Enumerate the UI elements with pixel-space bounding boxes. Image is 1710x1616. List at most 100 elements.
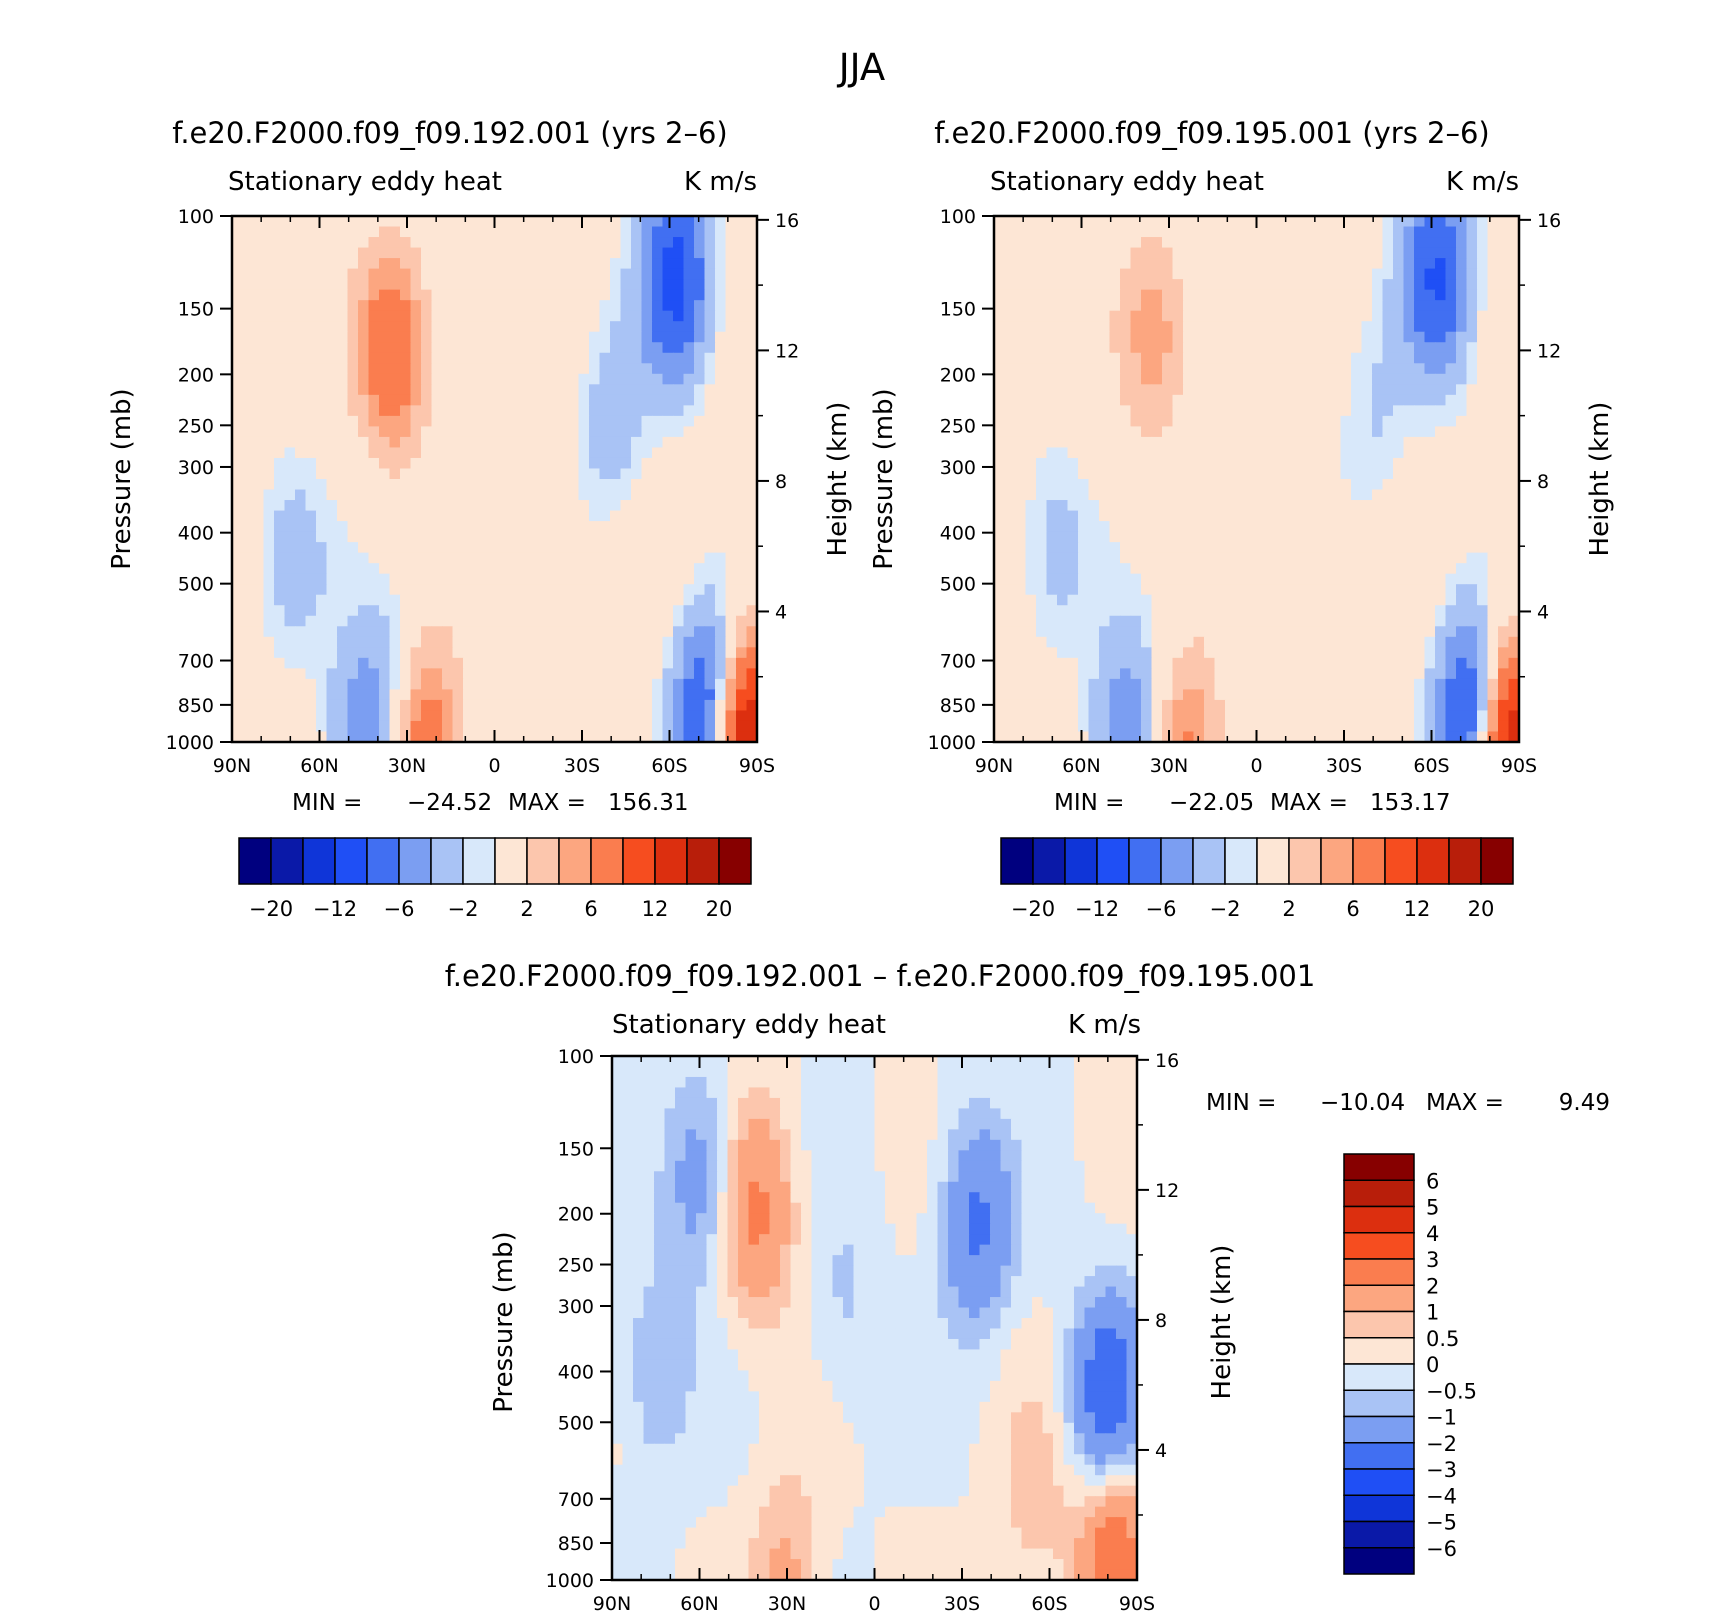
contour-cell — [1109, 479, 1121, 491]
contour-cell — [652, 510, 664, 522]
contour-cell — [1015, 342, 1027, 354]
colorbar-swatch — [302, 837, 336, 885]
contour-cell — [1015, 605, 1027, 617]
contour-cell — [1403, 647, 1415, 659]
contour-cell — [305, 457, 317, 470]
contour-cell — [1099, 352, 1111, 364]
contour-cell — [410, 636, 422, 648]
contour-cell — [1277, 489, 1289, 501]
contour-cell — [410, 426, 422, 438]
contour-cell — [263, 384, 275, 396]
contour-cell — [1246, 289, 1258, 301]
contour-cell — [683, 310, 695, 322]
contour-cell — [662, 384, 674, 396]
contour-cell — [337, 647, 349, 659]
contour-cell — [1424, 258, 1436, 270]
contour-cell — [1498, 552, 1510, 564]
contour-cell — [1246, 426, 1258, 438]
contour-cell — [1477, 668, 1489, 680]
contour-cell — [1088, 373, 1100, 385]
contour-cell — [1193, 636, 1205, 648]
contour-cell — [452, 479, 464, 491]
contour-cell — [242, 647, 254, 659]
contour-cell — [253, 247, 265, 259]
contour-cell — [242, 731, 254, 743]
contour-cell — [463, 468, 475, 480]
contour-cell — [662, 457, 674, 470]
contour-cell — [1277, 300, 1289, 312]
contour-cell — [452, 279, 464, 291]
colorbar-swatch — [462, 837, 496, 885]
contour-cell — [1099, 226, 1111, 238]
contour-cell — [1078, 237, 1090, 249]
contour-cell — [526, 584, 538, 596]
contour-cell — [421, 563, 433, 575]
contour-cell — [1498, 342, 1510, 354]
contour-cell — [1130, 394, 1142, 406]
contour-cell — [1120, 573, 1132, 585]
contour-cell — [599, 636, 611, 648]
contour-cell — [1498, 279, 1510, 291]
contour-cell — [1141, 216, 1153, 228]
contour-cell — [1319, 647, 1331, 659]
contour-cell — [1277, 310, 1289, 322]
contour-cell — [1414, 605, 1426, 617]
contour-cell — [326, 699, 338, 712]
contour-cell — [1172, 542, 1184, 554]
contour-cell — [1267, 247, 1279, 259]
contour-cell — [505, 678, 517, 690]
contour-cell — [1309, 426, 1321, 438]
contour-cell — [232, 710, 244, 722]
contour-cell — [1151, 510, 1163, 522]
contour-cell — [1151, 415, 1163, 427]
contour-cell — [1256, 384, 1268, 396]
contour-cell — [620, 489, 632, 501]
contour-cell — [1424, 521, 1436, 533]
contour-cell — [1330, 500, 1342, 512]
contour-cell — [1193, 352, 1205, 364]
contour-cell — [1351, 237, 1363, 249]
contour-cell — [547, 279, 559, 291]
contour-cell — [1078, 436, 1090, 449]
contour-cell — [295, 668, 307, 680]
contour-cell — [1151, 584, 1163, 596]
contour-cell — [389, 500, 401, 512]
contour-cell — [1067, 331, 1079, 343]
contour-cell — [1309, 636, 1321, 648]
colorbar-swatch — [654, 837, 688, 885]
contour-cell — [1319, 689, 1331, 701]
contour-cell — [599, 657, 611, 669]
contour-cell — [1151, 352, 1163, 364]
contour-cell — [673, 731, 685, 743]
contour-cell — [704, 226, 716, 238]
contour-cell — [568, 615, 580, 627]
contour-cell — [337, 268, 349, 280]
contour-cell — [242, 237, 254, 249]
contour-cell — [1256, 636, 1268, 648]
contour-cell — [1340, 415, 1352, 427]
contour-cell — [704, 510, 716, 522]
contour-cell — [274, 510, 286, 522]
contour-cell — [1078, 563, 1090, 575]
contour-cell — [1151, 626, 1163, 638]
contour-cell — [442, 710, 454, 722]
contour-cell — [295, 563, 307, 575]
contour-cell — [1015, 310, 1027, 322]
contour-cell — [1498, 626, 1510, 638]
contour-cell — [1172, 310, 1184, 322]
contour-cell — [232, 479, 244, 491]
contour-cell — [379, 710, 391, 722]
contour-cell — [631, 384, 643, 396]
contour-cell — [1267, 352, 1279, 364]
contour-cell — [1246, 647, 1258, 659]
contour-cell — [725, 342, 737, 354]
contour-cell — [1193, 321, 1205, 333]
contour-cell — [242, 594, 254, 606]
contour-cell — [725, 500, 737, 512]
contour-cell — [1298, 594, 1310, 606]
contour-cell — [1046, 563, 1058, 575]
contour-cell — [1120, 352, 1132, 364]
contour-cell — [316, 300, 328, 312]
contour-cell — [1225, 258, 1237, 270]
contour-cell — [379, 394, 391, 406]
